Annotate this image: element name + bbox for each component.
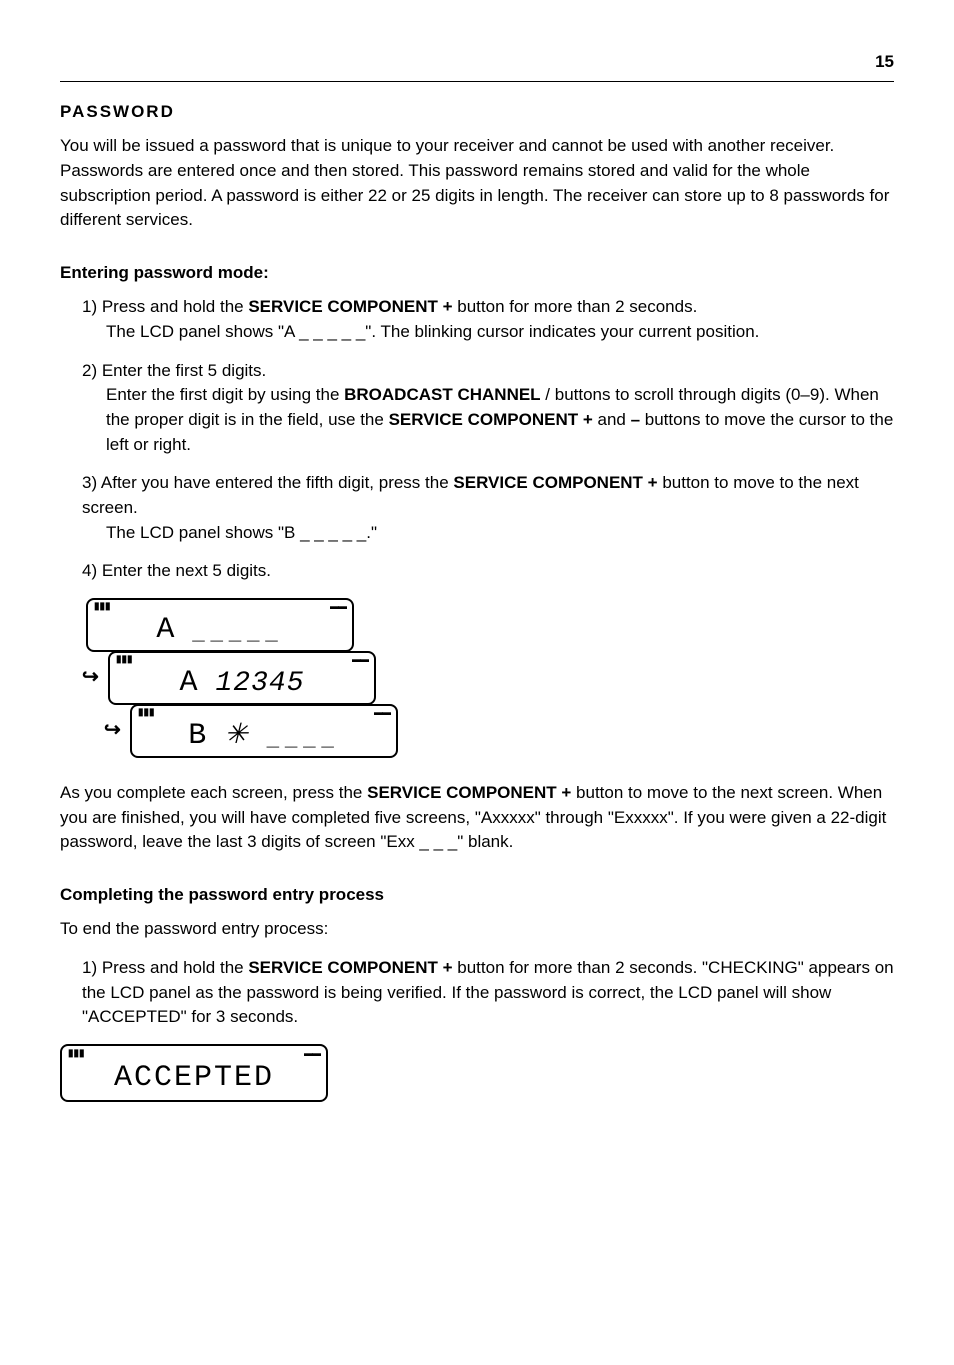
accepted-text: ACCEPTED xyxy=(68,1059,320,1098)
cstep1-a: 1) Press and hold the xyxy=(82,958,248,977)
section-title: PASSWORD xyxy=(60,100,894,125)
arrow-icon-1: ↪ xyxy=(82,663,108,692)
step-4: 4) Enter the next 5 digits. xyxy=(82,559,894,584)
step2-body: Enter the first digit by using the BROAD… xyxy=(82,383,894,457)
page-number: 15 xyxy=(60,50,894,75)
step1-bold: SERVICE COMPONENT + xyxy=(248,297,452,316)
top-rule xyxy=(60,81,894,82)
step2-bold3: – xyxy=(631,410,640,429)
steps-list: 1) Press and hold the SERVICE COMPONENT … xyxy=(60,295,894,583)
completing-steps: 1) Press and hold the SERVICE COMPONENT … xyxy=(60,956,894,1030)
lcd-screen-3: ▮▮▮ ▬▬ B ✳ ____ xyxy=(130,704,398,758)
step-1: 1) Press and hold the SERVICE COMPONENT … xyxy=(82,295,894,344)
step2-text-a: 2) Enter the first 5 digits. xyxy=(82,361,266,380)
signal-icon: ▮▮▮ xyxy=(94,602,111,612)
step3-bold: SERVICE COMPONENT + xyxy=(453,473,657,492)
lcd-screen-2: ▮▮▮ ▬▬ A 12345 xyxy=(108,651,376,705)
step3-body: The LCD panel shows "B _ _ _ _ _." xyxy=(82,521,894,546)
lcd3-letter: B xyxy=(188,721,206,751)
lcd-accepted: ▮▮▮ ▬▬ ACCEPTED xyxy=(60,1044,328,1102)
lcd-row-3: ↪ ▮▮▮ ▬▬ B ✳ ____ xyxy=(104,704,894,758)
step1-text-a: 1) Press and hold the xyxy=(82,297,248,316)
step1-text-b: button for more than 2 seconds. xyxy=(453,297,698,316)
lcd1-letter: A xyxy=(156,615,174,645)
sub-heading-entering: Entering password mode: xyxy=(60,261,894,286)
step2-bold1: BROADCAST CHANNEL xyxy=(344,385,540,404)
lcd-stack: ▮▮▮ ▬▬ A _____ ↪ ▮▮▮ ▬▬ A 12345 ↪ ▮▮▮ xyxy=(60,598,894,758)
intro-paragraph: You will be issued a password that is un… xyxy=(60,134,894,233)
sub2-intro: To end the password entry process: xyxy=(60,917,894,942)
step1-body: The LCD panel shows "A _ _ _ _ _". The b… xyxy=(82,320,894,345)
battery-icon: ▬▬ xyxy=(374,708,390,718)
lcd3-dashes: ____ xyxy=(267,727,340,751)
battery-icon: ▬▬ xyxy=(330,602,346,612)
paragraph-2: As you complete each screen, press the S… xyxy=(60,781,894,855)
step2-text-d: and xyxy=(593,410,631,429)
lcd-row-2: ↪ ▮▮▮ ▬▬ A 12345 xyxy=(82,651,894,705)
lcd2-digits: 12345 xyxy=(216,670,305,698)
lcd2-letter: A xyxy=(179,668,197,698)
arrow-icon-2: ↪ xyxy=(104,716,130,745)
signal-icon: ▮▮▮ xyxy=(138,708,155,718)
step2-bold2: SERVICE COMPONENT + xyxy=(389,410,593,429)
step-3: 3) After you have entered the fifth digi… xyxy=(82,471,894,545)
lcd-screen-1: ▮▮▮ ▬▬ A _____ xyxy=(86,598,354,652)
sub-heading-completing: Completing the password entry process xyxy=(60,883,894,908)
para2-bold: SERVICE COMPONENT + xyxy=(367,783,571,802)
step2-text-b: Enter the first digit by using the xyxy=(106,385,344,404)
signal-icon: ▮▮▮ xyxy=(116,655,133,665)
lcd3-cursor: ✳ xyxy=(224,723,248,751)
step-2: 2) Enter the first 5 digits. Enter the f… xyxy=(82,359,894,458)
para2-a: As you complete each screen, press the xyxy=(60,783,367,802)
battery-icon: ▬▬ xyxy=(304,1049,320,1059)
battery-icon: ▬▬ xyxy=(352,655,368,665)
step3-text-a: 3) After you have entered the fifth digi… xyxy=(82,473,453,492)
cstep-1: 1) Press and hold the SERVICE COMPONENT … xyxy=(82,956,894,1030)
lcd1-dashes: _____ xyxy=(192,621,283,645)
cstep1-bold: SERVICE COMPONENT + xyxy=(248,958,452,977)
step4-text: 4) Enter the next 5 digits. xyxy=(82,561,271,580)
signal-icon: ▮▮▮ xyxy=(68,1049,85,1059)
lcd-row-1: ▮▮▮ ▬▬ A _____ xyxy=(60,598,894,652)
